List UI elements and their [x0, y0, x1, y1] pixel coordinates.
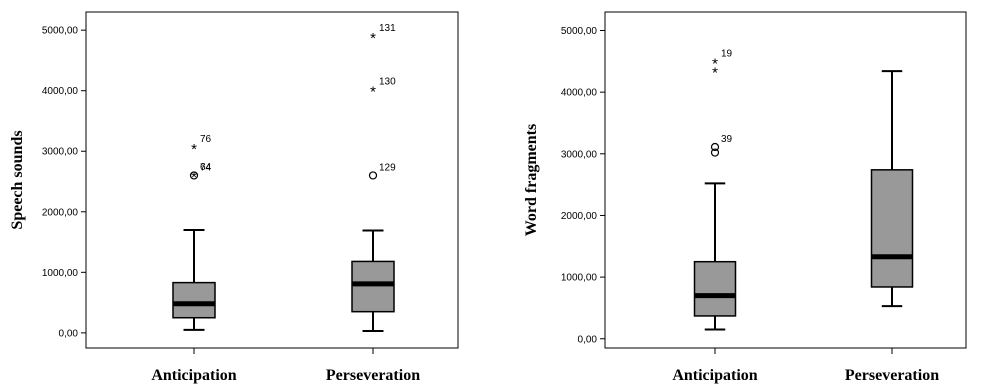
word-fragments-panel: 0,00 1000,00 2000,00 3000,00 4000,00 5000,00 W… [523, 11, 967, 384]
outlier-label: 129 [379, 162, 396, 173]
extreme-star: * [370, 83, 376, 100]
iqr-box [693, 260, 737, 317]
outlier-circle [189, 171, 199, 180]
box-anticipation: 74*64*76 [172, 134, 216, 331]
outlier-label: 39 [721, 134, 733, 145]
y-tick-label: 1000,00 [561, 273, 598, 284]
y-tick-label: 4000,00 [42, 86, 79, 97]
outlier-label: 19 [721, 48, 733, 59]
y-axis-label: Speech sounds [9, 130, 26, 229]
y-tick-label: 2000,00 [42, 207, 79, 218]
y-tick-label: 3000,00 [42, 147, 79, 158]
plot-frame [85, 11, 459, 349]
y-tick-label: 4000,00 [561, 88, 598, 99]
extreme-star: * [712, 65, 718, 82]
category-label: Perseveration [326, 367, 420, 384]
category-label: Anticipation [151, 367, 236, 384]
outlier-label: 76 [200, 134, 212, 145]
extreme-star: * [191, 169, 197, 186]
speech-sounds-panel: 0,00 1000,00 2000,00 3000,00 4000,00 5000,00 S… [9, 11, 459, 384]
iqr-box [870, 169, 914, 288]
extreme-star: * [712, 55, 718, 72]
box-perseveration [870, 70, 914, 308]
y-tick-label: 5000,00 [42, 26, 79, 37]
extreme-star: * [191, 141, 197, 158]
iqr-box [172, 281, 216, 319]
outlier-circle [710, 148, 720, 157]
category-label: Perseveration [845, 367, 939, 384]
plot-frame [604, 11, 967, 349]
outlier-circle [710, 142, 720, 152]
y-tick-label: 3000,00 [561, 149, 598, 160]
y-axis-label: Word fragments [523, 124, 540, 236]
outlier-label: 130 [379, 76, 396, 87]
iqr-box [351, 260, 395, 313]
outlier-label: 74 [200, 162, 212, 173]
outlier-label: 131 [379, 23, 396, 34]
y-tick-label: 5000,00 [561, 26, 598, 37]
box-perseveration: 129*130*131 [351, 23, 396, 333]
extreme-star: * [370, 30, 376, 47]
y-tick-label: 0,00 [59, 328, 79, 339]
box-anticipation: 39 **19 [693, 48, 737, 331]
y-tick-label: 0,00 [578, 334, 598, 345]
y-tick-label: 2000,00 [561, 211, 598, 222]
category-label: Anticipation [672, 367, 757, 384]
y-tick-label: 1000,00 [42, 268, 79, 279]
outlier-label: 64 [200, 162, 212, 173]
outlier-circle [368, 171, 378, 180]
